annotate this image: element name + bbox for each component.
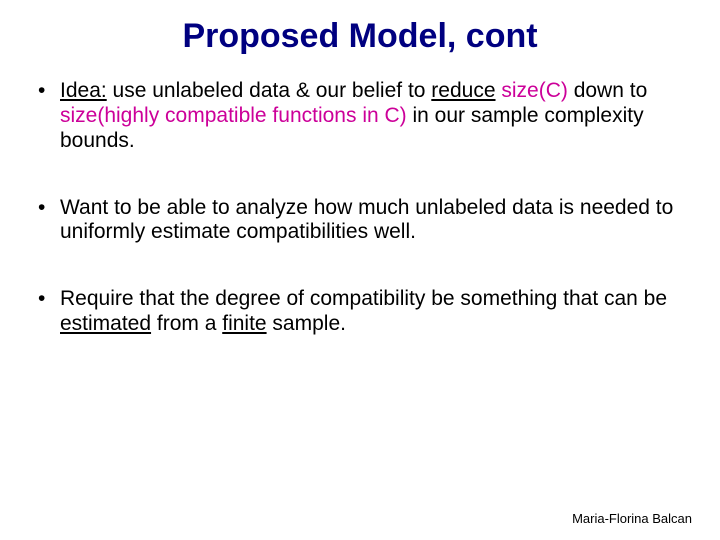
reduce-word: reduce xyxy=(431,79,495,102)
size-c: size(C) xyxy=(501,79,568,102)
text-seg: Want to be able to analyze how much unla… xyxy=(60,196,673,244)
text-seg: sample. xyxy=(267,312,346,335)
size-compat: size(highly compatible functions in C) xyxy=(60,104,407,127)
idea-label: Idea: xyxy=(60,79,107,102)
slide-title: Proposed Model, cont xyxy=(32,18,688,55)
finite-word: finite xyxy=(222,312,266,335)
bullet-item-2: Want to be able to analyze how much unla… xyxy=(32,196,688,246)
bullet-item-3: Require that the degree of compatibility… xyxy=(32,287,688,337)
text-seg: use unlabeled data & our belief to xyxy=(107,79,432,102)
footer-author: Maria-Florina Balcan xyxy=(572,511,692,526)
bullet-list: Idea: use unlabeled data & our belief to… xyxy=(32,79,688,336)
estimated-word: estimated xyxy=(60,312,151,335)
text-seg: from a xyxy=(151,312,222,335)
bullet-item-1: Idea: use unlabeled data & our belief to… xyxy=(32,79,688,153)
text-seg: down to xyxy=(568,79,647,102)
slide: Proposed Model, cont Idea: use unlabeled… xyxy=(0,0,720,540)
text-seg: Require that the degree of compatibility… xyxy=(60,287,667,310)
